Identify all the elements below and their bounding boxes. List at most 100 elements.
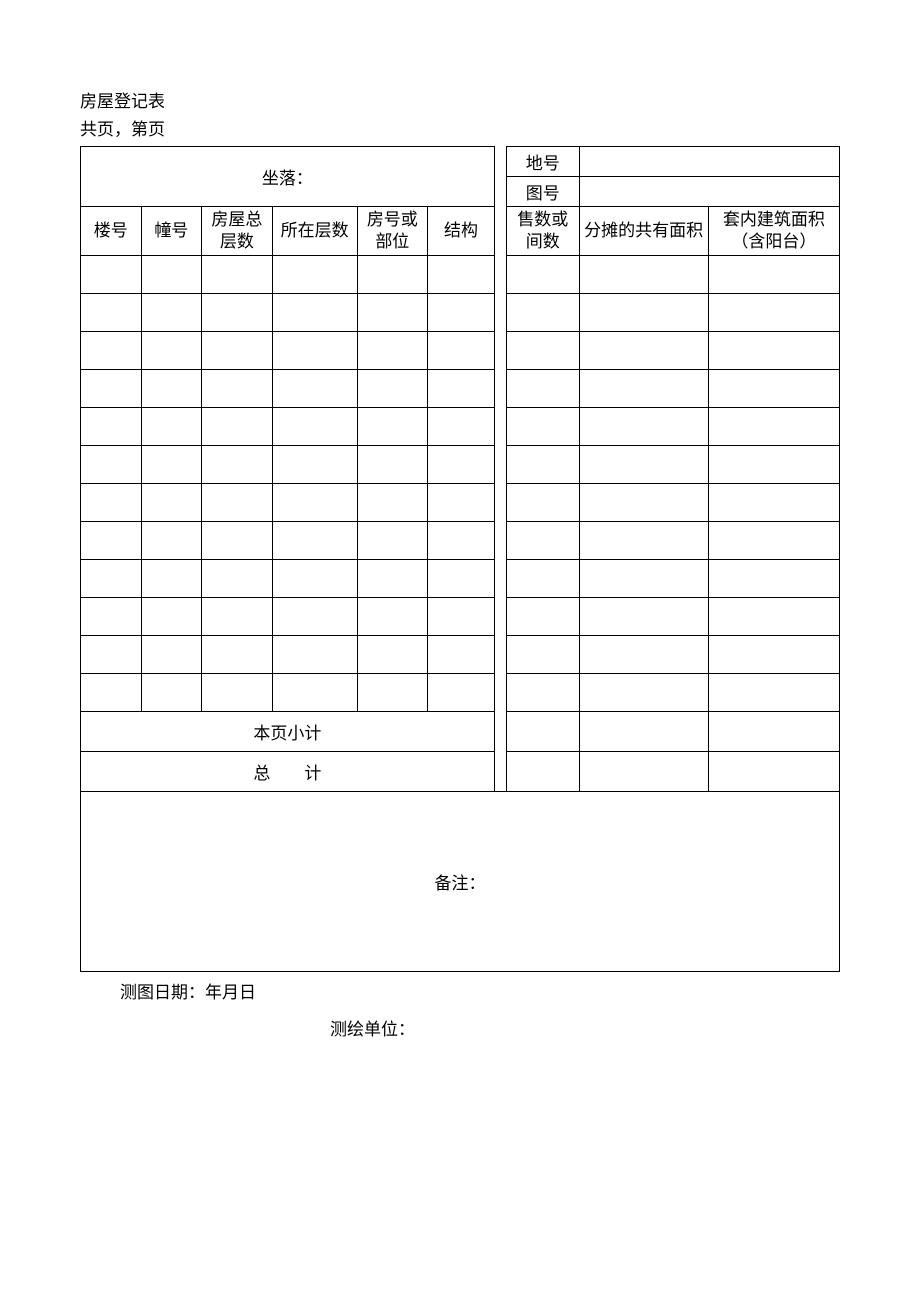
table-cell — [141, 255, 202, 293]
table-cell — [506, 483, 579, 521]
table-cell — [506, 521, 579, 559]
col-header-structure: 结构 — [428, 206, 495, 255]
table-cell — [708, 331, 839, 369]
col-header-units: 售数或间数 — [506, 206, 579, 255]
table-cell — [141, 331, 202, 369]
survey-unit: 测绘单位： — [80, 1015, 840, 1040]
table-cell — [579, 635, 708, 673]
page-subtotal-units — [506, 711, 579, 751]
table-cell — [272, 255, 357, 293]
table-cell — [428, 635, 495, 673]
table-cell — [708, 521, 839, 559]
gap-cell — [494, 559, 506, 597]
land-no-label: 地号 — [506, 146, 579, 176]
table-cell — [272, 483, 357, 521]
table-cell — [202, 521, 273, 559]
form-title: 房屋登记表 — [80, 90, 840, 114]
pager-text: 共页，第页 — [80, 118, 840, 142]
table-cell — [141, 445, 202, 483]
table-cell — [141, 635, 202, 673]
table-cell — [708, 483, 839, 521]
table-cell — [428, 407, 495, 445]
table-cell — [141, 521, 202, 559]
table-cell — [202, 407, 273, 445]
table-cell — [506, 559, 579, 597]
table-cell — [272, 635, 357, 673]
table-cell — [202, 293, 273, 331]
table-cell — [579, 331, 708, 369]
table-cell — [141, 597, 202, 635]
gap-cell — [494, 597, 506, 635]
col-header-shared-area: 分摊的共有面积 — [579, 206, 708, 255]
table-cell — [357, 483, 428, 521]
table-cell — [81, 293, 142, 331]
table-cell — [141, 407, 202, 445]
table-cell — [708, 369, 839, 407]
location-cell: 坐落： — [81, 146, 495, 206]
table-cell — [81, 635, 142, 673]
table-cell — [272, 597, 357, 635]
land-no-value — [579, 146, 839, 176]
table-cell — [81, 445, 142, 483]
table-cell — [357, 369, 428, 407]
table-cell — [708, 255, 839, 293]
gap-cell — [494, 369, 506, 407]
table-cell — [428, 673, 495, 711]
table-cell — [81, 407, 142, 445]
table-cell — [357, 635, 428, 673]
gap-cell — [494, 255, 506, 293]
table-cell — [506, 293, 579, 331]
table-cell — [708, 635, 839, 673]
table-cell — [708, 445, 839, 483]
total-label: 总 计 — [81, 751, 495, 791]
page-subtotal-label: 本页小计 — [81, 711, 495, 751]
table-cell — [81, 483, 142, 521]
table-cell — [506, 673, 579, 711]
table-cell — [357, 445, 428, 483]
table-cell — [81, 597, 142, 635]
table-cell — [272, 521, 357, 559]
table-cell — [202, 255, 273, 293]
table-cell — [579, 255, 708, 293]
table-cell — [579, 559, 708, 597]
table-cell — [428, 559, 495, 597]
gap-cell — [494, 407, 506, 445]
table-cell — [202, 445, 273, 483]
table-cell — [428, 521, 495, 559]
table-cell — [506, 255, 579, 293]
table-cell — [708, 597, 839, 635]
table-cell — [579, 521, 708, 559]
table-cell — [81, 331, 142, 369]
table-cell — [428, 597, 495, 635]
gap-cell — [494, 146, 506, 206]
table-cell — [428, 445, 495, 483]
table-cell — [506, 407, 579, 445]
table-cell — [272, 369, 357, 407]
table-cell — [506, 369, 579, 407]
registration-table: 坐落： 地号 图号 楼号 幢号 房屋总层数 所在层数 房号或部位 结构 售数或间… — [80, 146, 840, 972]
table-cell — [272, 445, 357, 483]
gap-cell — [494, 751, 506, 791]
table-cell — [428, 255, 495, 293]
table-cell — [272, 559, 357, 597]
table-cell — [708, 407, 839, 445]
remarks-cell: 备注： — [81, 791, 840, 971]
table-cell — [272, 293, 357, 331]
table-cell — [141, 483, 202, 521]
table-cell — [579, 673, 708, 711]
table-cell — [202, 483, 273, 521]
col-header-building-no: 楼号 — [81, 206, 142, 255]
table-cell — [579, 407, 708, 445]
table-cell — [81, 521, 142, 559]
gap-cell — [494, 206, 506, 255]
table-cell — [272, 331, 357, 369]
table-cell — [202, 597, 273, 635]
table-cell — [202, 635, 273, 673]
table-cell — [357, 255, 428, 293]
table-cell — [272, 407, 357, 445]
table-cell — [357, 597, 428, 635]
table-cell — [357, 559, 428, 597]
gap-cell — [494, 635, 506, 673]
table-cell — [506, 445, 579, 483]
table-cell — [506, 635, 579, 673]
